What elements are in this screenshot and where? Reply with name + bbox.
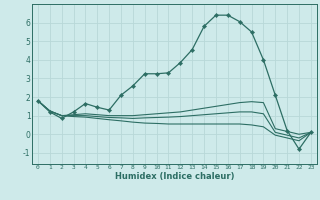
X-axis label: Humidex (Indice chaleur): Humidex (Indice chaleur) — [115, 172, 234, 181]
